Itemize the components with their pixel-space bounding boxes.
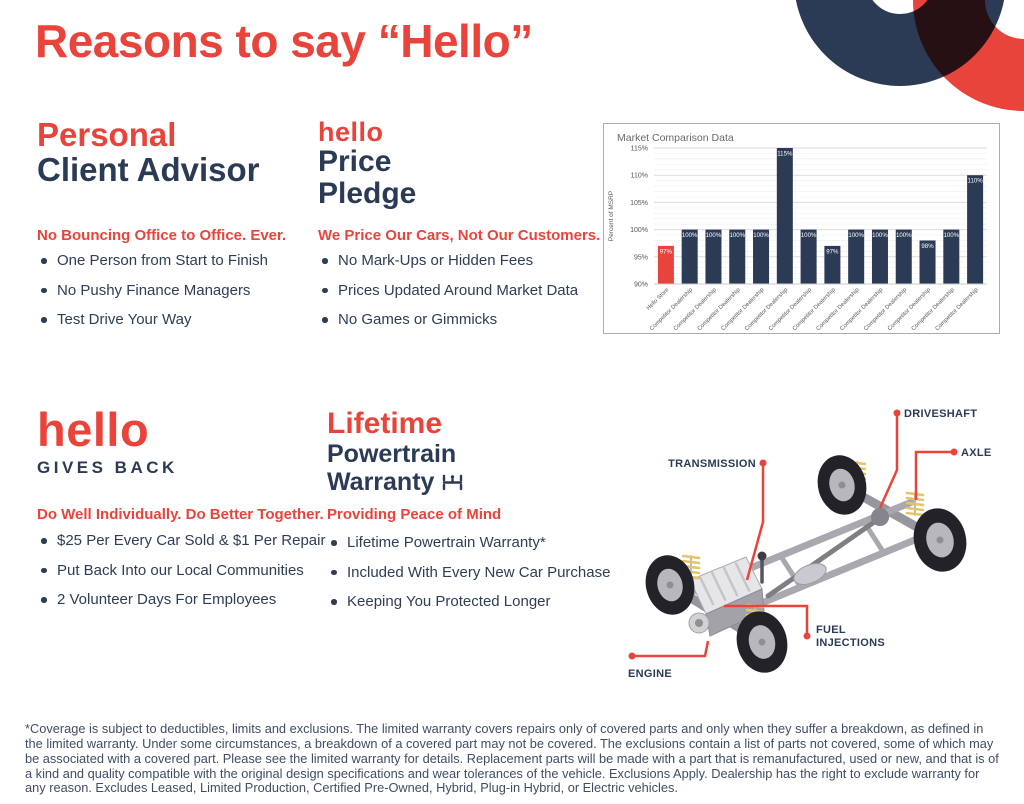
svg-text:100%: 100% bbox=[729, 232, 745, 239]
svg-text:Competitor Dealership: Competitor Dealership bbox=[792, 287, 837, 332]
section-hello-gives-back: hello GIVES BACK Do Well Individually. Do… bbox=[37, 403, 325, 648]
svg-text:100%: 100% bbox=[682, 232, 698, 239]
svg-text:95%: 95% bbox=[634, 254, 648, 261]
bullet-item: No Mark-Ups or Hidden Fees bbox=[320, 252, 578, 269]
svg-text:100%: 100% bbox=[872, 232, 888, 239]
bullet-item: Lifetime Powertrain Warranty* bbox=[329, 534, 610, 551]
heading-line: Price bbox=[318, 145, 392, 179]
chassis-icon bbox=[443, 474, 463, 491]
svg-text:110%: 110% bbox=[631, 173, 648, 180]
diagram-label-transmission: TRANSMISSION bbox=[668, 458, 756, 470]
market-comparison-chart: 90% 95% 100% 105% 110% 115% 97% Hello Store 100%… bbox=[603, 123, 1000, 334]
heading-line: Lifetime bbox=[327, 407, 443, 440]
decorative-rings bbox=[795, 0, 1024, 111]
svg-text:100%: 100% bbox=[630, 227, 648, 234]
section-heading: hello GIVES BACK bbox=[37, 403, 322, 478]
heading-line: hello bbox=[37, 403, 150, 456]
svg-text:100%: 100% bbox=[848, 232, 864, 239]
svg-text:Competitor Dealership: Competitor Dealership bbox=[816, 287, 861, 332]
section-lifetime-powertrain-warranty: Lifetime Powertrain Warranty Providing Pea… bbox=[327, 407, 612, 648]
section-subtitle: No Bouncing Office to Office. Ever. bbox=[37, 227, 287, 244]
svg-text:Market Comparison Data: Market Comparison Data bbox=[617, 132, 734, 144]
heading-line: Client Advisor bbox=[37, 150, 260, 188]
heading-line: hello bbox=[318, 117, 384, 147]
svg-text:97%: 97% bbox=[660, 248, 673, 255]
section-heading: Personal Client Advisor bbox=[37, 116, 322, 188]
svg-text:Competitor Dealership: Competitor Dealership bbox=[720, 287, 765, 332]
chassis-art bbox=[645, 455, 967, 673]
bullet-item: Keeping You Protected Longer bbox=[329, 593, 610, 610]
bullet-list: No Mark-Ups or Hidden Fees Prices Updated… bbox=[320, 252, 578, 341]
diagram-callouts: DRIVESHAFT AXLE TRANSMISSION FUELINJECTIONS… bbox=[628, 408, 992, 680]
heading-line: GIVES BACK bbox=[37, 457, 178, 477]
svg-text:Competitor Dealership: Competitor Dealership bbox=[673, 287, 718, 332]
diagram-label-fuel_injections: INJECTIONS bbox=[816, 637, 885, 649]
bullet-list: One Person from Start to Finish No Pushy … bbox=[39, 252, 268, 341]
bullet-item: Included With Every New Car Purchase bbox=[329, 564, 610, 581]
svg-text:110%: 110% bbox=[968, 178, 984, 185]
svg-text:98%: 98% bbox=[921, 243, 934, 250]
diagram-label-axle: AXLE bbox=[961, 447, 992, 459]
svg-text:Competitor Dealership: Competitor Dealership bbox=[839, 287, 884, 332]
svg-text:100%: 100% bbox=[801, 232, 817, 239]
section-subtitle: We Price Our Cars, Not Our Customers. bbox=[318, 227, 601, 244]
chassis-diagram: DRIVESHAFT AXLE TRANSMISSION FUEL INJECTIONS… bbox=[620, 390, 1024, 690]
bullet-list: Lifetime Powertrain Warranty* Included Wi… bbox=[329, 534, 610, 623]
svg-text:100%: 100% bbox=[944, 232, 960, 239]
section-personal-client-advisor: Personal Client Advisor No Bouncing Offic… bbox=[37, 116, 322, 358]
disclaimer-text: *Coverage is subject to deductibles, lim… bbox=[25, 721, 999, 796]
svg-text:90%: 90% bbox=[634, 282, 648, 289]
svg-text:Competitor Dealership: Competitor Dealership bbox=[649, 287, 694, 332]
bullet-item: Prices Updated Around Market Data bbox=[320, 282, 578, 299]
svg-text:Competitor Dealership: Competitor Dealership bbox=[887, 287, 932, 332]
bar-chart-canvas: 90% 95% 100% 105% 110% 115% 97% Hello Store 100%… bbox=[608, 132, 987, 332]
bullet-item: 2 Volunteer Days For Employees bbox=[39, 591, 325, 608]
svg-text:100%: 100% bbox=[706, 232, 722, 239]
svg-text:100%: 100% bbox=[896, 232, 912, 239]
section-heading: Lifetime Powertrain Warranty bbox=[327, 407, 612, 496]
svg-text:97%: 97% bbox=[826, 248, 839, 255]
svg-text:Competitor Dealership: Competitor Dealership bbox=[768, 287, 813, 332]
navy-ring bbox=[795, 0, 1005, 86]
svg-text:Competitor Dealership: Competitor Dealership bbox=[911, 287, 956, 332]
heading-line: Powertrain bbox=[327, 440, 457, 469]
heading-line: Pledge bbox=[318, 177, 417, 211]
svg-text:Competitor Dealership: Competitor Dealership bbox=[697, 287, 742, 332]
bullet-item: Test Drive Your Way bbox=[39, 311, 268, 328]
bullet-item: No Games or Gimmicks bbox=[320, 311, 578, 328]
bullet-list: $25 Per Every Car Sold & $1 Per Repair Pu… bbox=[39, 532, 325, 621]
diagram-label-fuel_injections: FUEL bbox=[816, 624, 846, 636]
svg-text:105%: 105% bbox=[630, 200, 648, 207]
section-subtitle: Do Well Individually. Do Better Together… bbox=[37, 506, 324, 523]
svg-text:Competitor Dealership: Competitor Dealership bbox=[744, 287, 789, 332]
section-subtitle: Providing Peace of Mind bbox=[327, 506, 502, 523]
diagram-label-engine: ENGINE bbox=[628, 668, 672, 680]
bullet-item: One Person from Start to Finish bbox=[39, 252, 268, 269]
heading-line: Personal bbox=[37, 116, 177, 153]
bullet-item: Put Back Into our Local Communities bbox=[39, 562, 325, 579]
section-hello-price-pledge: hello Price Pledge We Price Our Cars, Not … bbox=[318, 118, 603, 358]
diagram-label-driveshaft: DRIVESHAFT bbox=[904, 408, 977, 420]
red-ring bbox=[913, 0, 1024, 111]
svg-text:100%: 100% bbox=[753, 232, 769, 239]
heading-line: Warranty bbox=[327, 468, 612, 496]
section-heading: hello Price Pledge bbox=[318, 118, 603, 211]
bullet-item: $25 Per Every Car Sold & $1 Per Repair bbox=[39, 532, 325, 549]
svg-text:Competitor Dealership: Competitor Dealership bbox=[934, 287, 979, 332]
chassis-illustration: DRIVESHAFT AXLE TRANSMISSION FUELINJECTIONS… bbox=[628, 408, 992, 680]
svg-text:115%: 115% bbox=[631, 146, 648, 153]
page-title: Reasons to say “Hello” bbox=[35, 15, 533, 67]
svg-text:Percent of MSRP: Percent of MSRP bbox=[608, 191, 615, 241]
svg-text:115%: 115% bbox=[777, 151, 793, 158]
svg-text:Hello Store: Hello Store bbox=[646, 287, 671, 312]
bullet-item: No Pushy Finance Managers bbox=[39, 282, 268, 299]
svg-text:Competitor Dealership: Competitor Dealership bbox=[863, 287, 908, 332]
